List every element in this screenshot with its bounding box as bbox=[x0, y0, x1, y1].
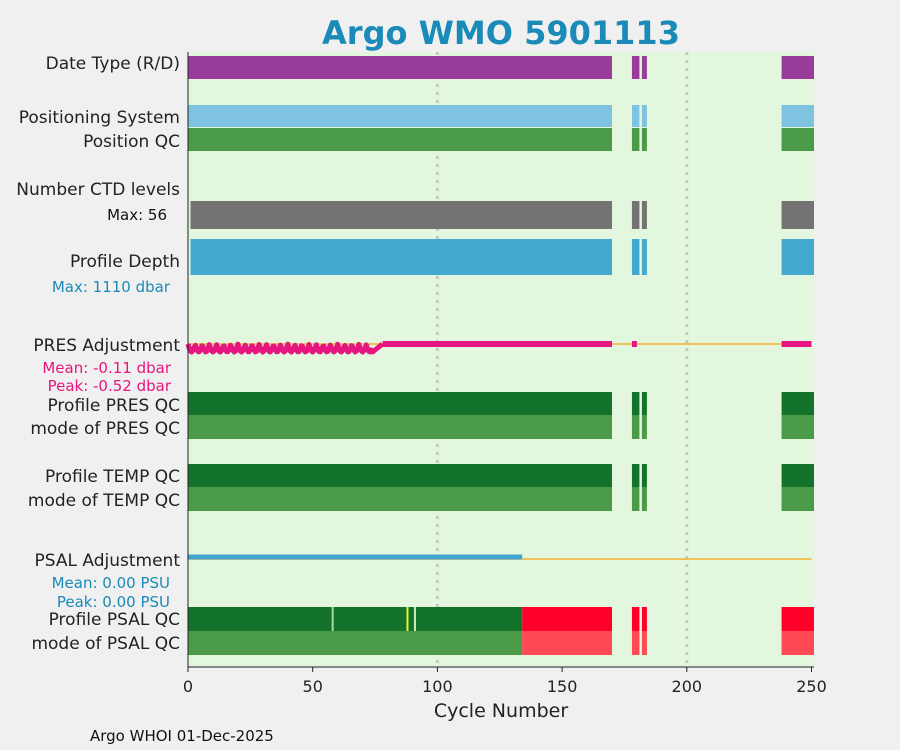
label-psal-peak: Peak: 0.00 PSU bbox=[57, 593, 170, 611]
positioning-system-bar-segment-3 bbox=[781, 105, 814, 127]
date-type-bar-segment-0 bbox=[188, 56, 612, 79]
profile-psal-qc-bar-segment-4 bbox=[781, 607, 814, 631]
label-ctd-max: Max: 56 bbox=[107, 206, 167, 224]
label-mode-psal-qc: mode of PSAL QC bbox=[31, 634, 180, 654]
profile-temp-qc-bar-segment-3 bbox=[781, 464, 814, 487]
mode-temp-qc-bar-segment-2 bbox=[641, 487, 647, 511]
label-ctd-levels: Number CTD levels bbox=[16, 180, 180, 200]
label-psal-mean: Mean: 0.00 PSU bbox=[52, 574, 170, 592]
mode-pres-qc-bar-segment-3 bbox=[781, 415, 814, 439]
label-mode-pres-qc: mode of PRES QC bbox=[30, 419, 180, 439]
profile-depth-bar-segment-0 bbox=[190, 239, 612, 275]
mode-temp-qc-bar-segment-1 bbox=[631, 487, 640, 511]
ctd-levels-bar-segment-1 bbox=[631, 201, 640, 229]
chart-title: Argo WMO 5901113 bbox=[322, 14, 680, 52]
label-profile-psal-qc: Profile PSAL QC bbox=[49, 610, 180, 630]
label-positioning-system: Positioning System bbox=[19, 108, 180, 128]
profile-depth-bar-segment-3 bbox=[781, 239, 814, 275]
mode-pres-qc-bar-segment-0 bbox=[188, 415, 612, 439]
mode-pres-qc-bar-segment-2 bbox=[641, 415, 647, 439]
position-qc-bar-segment-1 bbox=[631, 128, 640, 151]
profile-psal-qc-bar-segment-0 bbox=[188, 607, 523, 631]
profile-depth-bar-segment-2 bbox=[641, 239, 647, 275]
mode-psal-qc-bar-segment-4 bbox=[781, 631, 814, 655]
profile-pres-qc-bar-segment-1 bbox=[631, 392, 640, 415]
position-qc-bar-segment-0 bbox=[188, 128, 612, 151]
profile-psal-qc-bar-segment-3 bbox=[641, 607, 647, 631]
x-tick-label-150: 150 bbox=[547, 677, 578, 696]
plot-area bbox=[188, 52, 814, 667]
profile-temp-qc-bar-segment-0 bbox=[188, 464, 612, 487]
label-pres-mean: Mean: -0.11 dbar bbox=[42, 359, 172, 377]
x-tick-label-200: 200 bbox=[672, 677, 703, 696]
label-profile-temp-qc: Profile TEMP QC bbox=[45, 467, 180, 487]
profile-depth-bar-segment-1 bbox=[631, 239, 640, 275]
label-pres-adjustment: PRES Adjustment bbox=[33, 336, 180, 356]
date-type-bar-segment-2 bbox=[641, 56, 647, 79]
mode-psal-qc-bar-segment-2 bbox=[631, 631, 640, 655]
date-type-bar-segment-3 bbox=[781, 56, 814, 79]
mode-psal-qc-bar-segment-1 bbox=[522, 631, 612, 655]
position-qc-bar-segment-3 bbox=[781, 128, 814, 151]
ctd-levels-bar-segment-2 bbox=[641, 201, 647, 229]
positioning-system-bar-segment-2 bbox=[641, 105, 647, 127]
label-date-type: Date Type (R/D) bbox=[46, 54, 180, 74]
profile-temp-qc-bar-segment-2 bbox=[641, 464, 647, 487]
position-qc-bar-segment-2 bbox=[641, 128, 647, 151]
profile-pres-qc-bar-segment-3 bbox=[781, 392, 814, 415]
x-tick-label-100: 100 bbox=[422, 677, 453, 696]
ctd-levels-bar-segment-0 bbox=[190, 201, 612, 229]
label-psal-adjustment: PSAL Adjustment bbox=[35, 551, 181, 571]
label-mode-temp-qc: mode of TEMP QC bbox=[28, 491, 180, 511]
x-tick-label-250: 250 bbox=[796, 677, 827, 696]
label-profile-pres-qc: Profile PRES QC bbox=[47, 396, 180, 416]
pres-adjustment-series-line bbox=[185, 341, 385, 355]
footer-credit: Argo WHOI 01-Dec-2025 bbox=[90, 727, 274, 745]
mode-temp-qc-bar-segment-0 bbox=[188, 487, 612, 511]
label-profile-depth: Profile Depth bbox=[70, 252, 180, 272]
positioning-system-bar-segment-1 bbox=[631, 105, 640, 127]
profile-psal-qc-bar-segment-1 bbox=[522, 607, 612, 631]
x-axis-label: Cycle Number bbox=[434, 700, 568, 722]
x-tick-label-50: 50 bbox=[303, 677, 323, 696]
positioning-system-bar-segment-0 bbox=[188, 105, 612, 127]
x-tick-label-0: 0 bbox=[183, 677, 193, 696]
mode-pres-qc-bar-segment-1 bbox=[631, 415, 640, 439]
profile-pres-qc-bar-segment-2 bbox=[641, 392, 647, 415]
profile-temp-qc-bar-segment-1 bbox=[631, 464, 640, 487]
label-position-qc: Position QC bbox=[83, 132, 180, 152]
date-type-bar-segment-1 bbox=[631, 56, 640, 79]
mode-temp-qc-bar-segment-3 bbox=[781, 487, 814, 511]
label-depth-max: Max: 1110 dbar bbox=[52, 278, 171, 296]
label-pres-peak: Peak: -0.52 dbar bbox=[48, 377, 172, 395]
mode-psal-qc-bar-segment-3 bbox=[641, 631, 647, 655]
ctd-levels-bar-segment-3 bbox=[781, 201, 814, 229]
profile-psal-qc-bar-segment-2 bbox=[631, 607, 640, 631]
mode-psal-qc-bar-segment-0 bbox=[188, 631, 523, 655]
profile-pres-qc-bar-segment-0 bbox=[188, 392, 612, 415]
